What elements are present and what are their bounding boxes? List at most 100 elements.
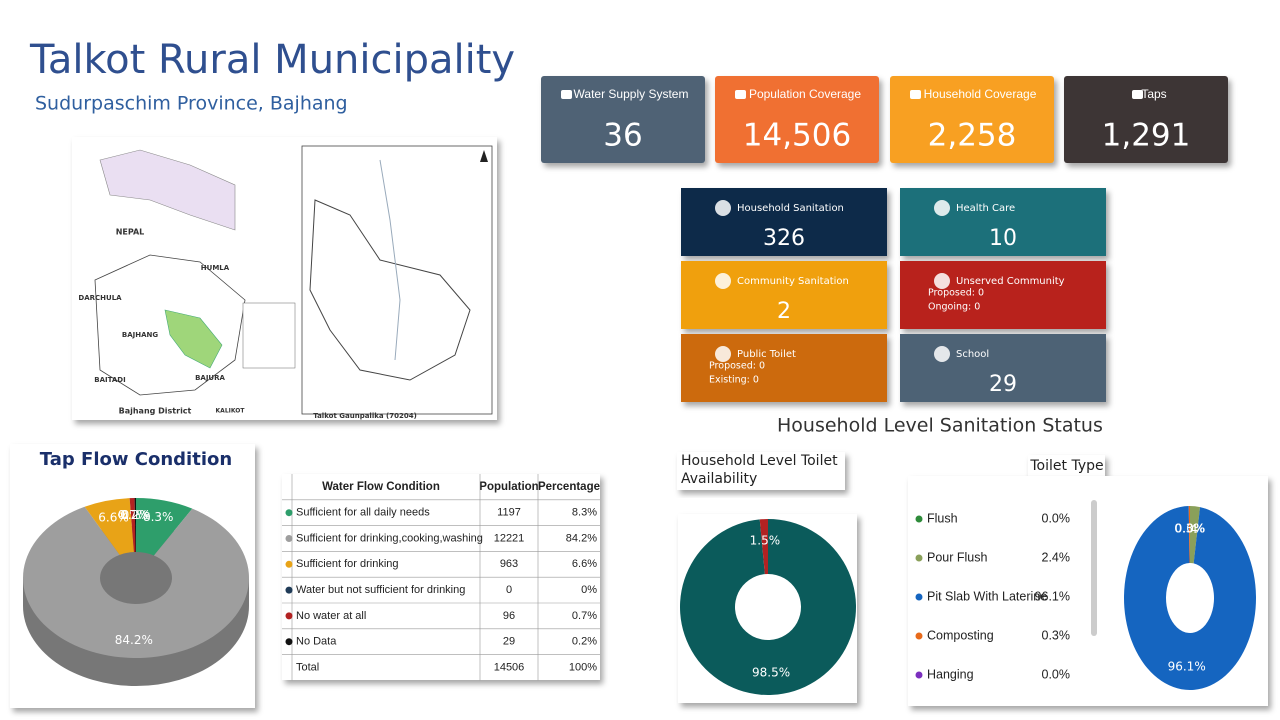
kpi-icon — [561, 90, 572, 99]
service-icon — [934, 346, 950, 362]
table-header: Water Flow Condition — [322, 481, 440, 493]
value-label: 96.1% — [1168, 659, 1206, 673]
scrollbar — [1091, 500, 1097, 636]
table-cell: 0.7% — [572, 610, 597, 622]
kpi-value: 2,258 — [928, 118, 1017, 154]
table-cell: 84.2% — [566, 532, 597, 544]
table-cell: Sufficient for drinking,cooking,washing — [296, 532, 483, 544]
service-detail: Ongoing: 0 — [928, 302, 980, 313]
map-label: BAITADI — [94, 376, 125, 384]
value-label: 0.0% — [1175, 522, 1206, 536]
legend-value: 0.0% — [1042, 511, 1071, 525]
service-card — [900, 188, 1106, 256]
title-box — [1028, 455, 1105, 477]
legend-dot — [915, 515, 923, 523]
slice — [1190, 506, 1201, 564]
table-cell: No water at all — [296, 610, 366, 622]
kpi-icon — [735, 90, 746, 99]
map-label: BAJURA — [195, 374, 225, 382]
kpi-value: 36 — [603, 118, 642, 154]
legend-label: Pour Flush — [927, 550, 987, 564]
table-cell: 29 — [503, 636, 515, 648]
service-card — [900, 334, 1106, 402]
table-cell: No Data — [296, 636, 337, 648]
legend-dot — [915, 671, 923, 679]
kpi-card — [715, 76, 879, 163]
service-value: 2 — [777, 299, 791, 324]
chart-title-box: Household Level Toilet Availability — [681, 453, 838, 487]
legend-dot — [285, 612, 293, 620]
service-detail: Existing: 0 — [709, 375, 759, 386]
legend-label: Pit Slab With Laterine — [927, 589, 1047, 603]
kpi-icon — [1132, 90, 1143, 99]
legend-value: 96.1% — [1035, 589, 1070, 603]
kpi-card — [541, 76, 705, 163]
slice — [759, 519, 768, 575]
table-cell: Sufficient for all daily needs — [296, 507, 430, 519]
kpi-label: Population Coverage — [749, 87, 861, 101]
kpi-label: Taps — [1141, 87, 1166, 101]
service-card — [900, 261, 1106, 329]
legend-dot — [285, 535, 293, 542]
legend-label: Composting — [927, 628, 994, 642]
map — [72, 137, 497, 420]
legend-dot — [915, 593, 923, 601]
table-cell: 963 — [500, 558, 518, 570]
map-label: BAJHANG — [122, 331, 158, 339]
kpi-label: Household Coverage — [924, 87, 1037, 101]
page-subtitle: Sudurpaschim Province, Bajhang — [35, 93, 348, 115]
section-heading: Household Level Sanitation Status — [777, 415, 1103, 437]
map-label: HUMLA — [201, 264, 230, 272]
table-cell: 96 — [503, 610, 515, 622]
value-label: 8.3% — [143, 510, 174, 524]
chart-title: Household Level Toilet Availability — [681, 453, 838, 487]
slice — [1124, 506, 1257, 690]
table-cell: 100% — [569, 661, 597, 673]
kpi-card — [890, 76, 1054, 163]
legend-value: 2.4% — [1042, 550, 1071, 564]
map-label: KALIKOT — [216, 408, 246, 415]
service-label: Health Care — [956, 203, 1015, 214]
title-box — [677, 452, 845, 490]
legend-dot — [285, 560, 293, 568]
table-cell: 0 — [506, 584, 512, 596]
value-label: 0.2% — [120, 508, 151, 522]
service-label: School — [956, 349, 989, 360]
slice — [680, 519, 857, 695]
value-label: 0.7% — [118, 508, 149, 522]
slice — [23, 506, 250, 658]
slice — [136, 498, 193, 556]
table-cell: 0% — [581, 584, 597, 596]
service-label: Unserved Community — [956, 276, 1065, 287]
kpi-value: 14,506 — [743, 118, 851, 154]
service-icon — [715, 273, 731, 289]
service-value: 10 — [989, 226, 1017, 251]
table-cell: 1197 — [497, 507, 521, 519]
table-cell: 12221 — [494, 532, 525, 544]
service-icon — [934, 200, 950, 216]
legend-value: 0.0% — [1042, 667, 1071, 681]
service-label: Community Sanitation — [737, 276, 849, 287]
table-cell: Water but not sufficient for drinking — [296, 584, 465, 596]
value-label: 6.6% — [98, 510, 129, 524]
map-label: Talkot Gaunpalika (70204) — [313, 412, 417, 420]
legend-dot — [285, 509, 293, 517]
table-cell: 8.3% — [572, 507, 597, 519]
service-label: Public Toilet — [737, 349, 796, 360]
value-label: 98.5% — [752, 665, 790, 679]
service-card — [681, 334, 887, 402]
slice — [134, 498, 136, 553]
map-label: Bajhang District — [119, 407, 192, 416]
service-detail: Proposed: 0 — [928, 288, 984, 299]
chart-title: Toilet Type — [1029, 458, 1103, 474]
service-icon — [934, 273, 950, 289]
service-value: 29 — [989, 372, 1017, 397]
page-title: Talkot Rural Municipality — [29, 37, 515, 83]
legend-dot — [915, 632, 923, 640]
service-icon — [715, 200, 731, 216]
map-label: DARCHULA — [78, 294, 122, 302]
table-cell: 0.2% — [572, 636, 597, 648]
legend-dot — [915, 554, 923, 562]
